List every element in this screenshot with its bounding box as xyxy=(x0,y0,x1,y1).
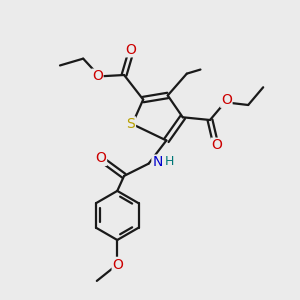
Text: O: O xyxy=(125,43,136,57)
Text: O: O xyxy=(95,151,106,165)
Text: S: S xyxy=(127,117,135,131)
Text: O: O xyxy=(112,257,123,272)
Text: O: O xyxy=(92,69,103,83)
Text: N: N xyxy=(152,155,163,169)
Text: O: O xyxy=(212,138,222,152)
Text: O: O xyxy=(221,93,232,107)
Text: H: H xyxy=(165,155,175,168)
